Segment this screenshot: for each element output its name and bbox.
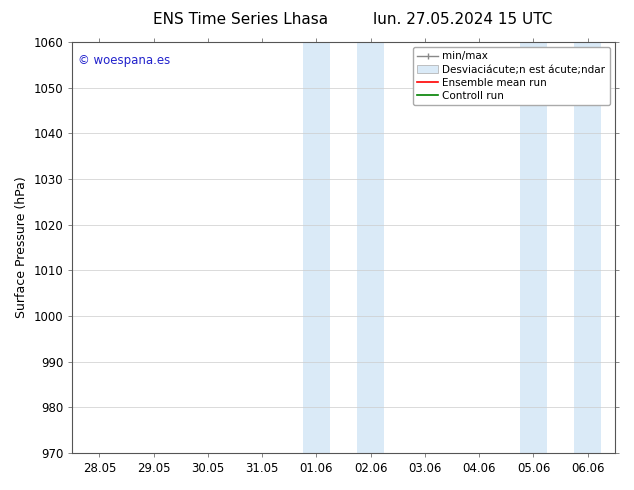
Y-axis label: Surface Pressure (hPa): Surface Pressure (hPa): [15, 176, 28, 318]
Bar: [520, 42, 547, 453]
Text: © woespana.es: © woespana.es: [78, 54, 170, 68]
Bar: [574, 42, 601, 453]
Bar: [357, 42, 384, 453]
Bar: [303, 42, 330, 453]
Text: lun. 27.05.2024 15 UTC: lun. 27.05.2024 15 UTC: [373, 12, 552, 27]
Text: ENS Time Series Lhasa: ENS Time Series Lhasa: [153, 12, 328, 27]
Legend: min/max, Desviaciácute;n est ácute;ndar, Ensemble mean run, Controll run: min/max, Desviaciácute;n est ácute;ndar,…: [413, 47, 610, 105]
